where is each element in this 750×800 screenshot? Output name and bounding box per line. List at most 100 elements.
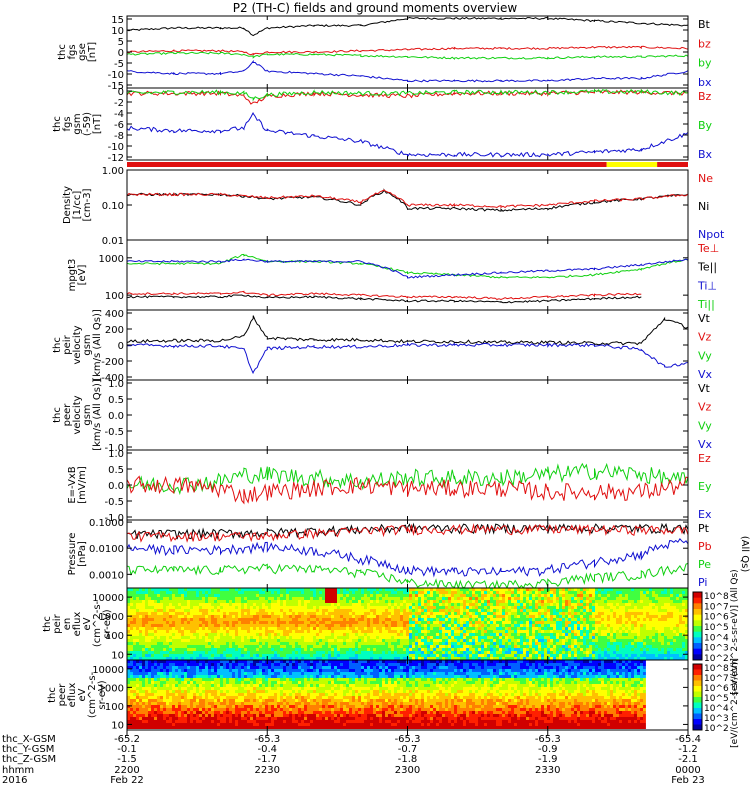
- ytick-peir-eflux: 100: [105, 631, 124, 642]
- legend-pressure: Pt: [698, 522, 710, 535]
- legend-peer-velocity: Vt: [698, 382, 711, 395]
- frame-temperature: [126, 239, 689, 311]
- legend-peer-velocity: Vx: [698, 438, 713, 451]
- ylabel-peir-eflux: eflux: [72, 612, 83, 637]
- ytick-density: 0.01: [102, 236, 124, 247]
- ylabel-density: [cm-3]: [82, 188, 93, 221]
- ytick-peer-velocity: -0.5: [104, 427, 124, 438]
- series-fgs-gse-Bt: [126, 16, 689, 37]
- ytick-efield: 0.5: [108, 465, 124, 476]
- ytick-peir-velocity: -400: [101, 373, 124, 384]
- legend-peer-velocity: Vy: [698, 419, 712, 432]
- side-label-pressure: (All Qs): [739, 536, 750, 573]
- legend-pressure: Pi: [698, 576, 707, 589]
- legend-fgs-gse: Bt: [698, 18, 711, 31]
- colorbar-tick: 10^2: [704, 654, 729, 664]
- colorbar-tick: 10^8: [704, 592, 729, 602]
- z-value: -1.7: [257, 754, 277, 765]
- ytick-peer-eflux: 10000: [92, 665, 124, 676]
- ytick-peer-eflux: 10: [111, 720, 124, 731]
- ytick-pressure: 0.0010: [89, 570, 124, 581]
- series-peir-velocity-Vx: [126, 342, 689, 374]
- legend-fgs-gsm: Bx: [698, 148, 713, 161]
- series-temperature-Te⊥: [126, 290, 642, 301]
- x-row-label: thc_Y-GSM: [2, 744, 54, 755]
- panel-pressure: Pressure [nPa] (All Qs): [67, 519, 750, 590]
- x-value: -65.2: [114, 734, 140, 745]
- ytick-peer-velocity: 0.0: [108, 411, 124, 422]
- z-value: -1.9: [538, 754, 558, 765]
- ylabel-peer-velocity: thc: [52, 407, 63, 423]
- ylabel-peer-velocity: peer: [62, 403, 73, 427]
- mode-bar-yellow: [606, 162, 658, 167]
- legend-fgs-gsm: Bz: [698, 90, 712, 103]
- ylabel-peer-eflux: thc: [47, 687, 58, 703]
- panel-fgs-gse: thc fgs gse [nT]: [57, 15, 689, 89]
- y-value: -0.7: [398, 744, 418, 755]
- ylabel-peir-eflux: eV: [82, 617, 93, 630]
- date-value: Feb 22: [110, 775, 144, 786]
- ytick-temperature: 100: [105, 291, 124, 302]
- ylabel-fgs-gsm: gsm: [72, 113, 83, 134]
- ytick-fgs-gsm: 0: [118, 87, 124, 98]
- time-value: 2200: [114, 765, 139, 776]
- ytick-peir-velocity: 200: [105, 325, 124, 336]
- series-density-Ni: [126, 188, 689, 212]
- y-value: -0.9: [538, 744, 558, 755]
- ylabel-fgs-gsm: [nT]: [92, 114, 103, 134]
- series-temperature-Te||: [127, 294, 642, 304]
- series-fgs-gsm-By: [126, 88, 689, 102]
- ytick-fgs-gse: 10: [111, 26, 124, 37]
- ytick-peir-velocity: 400: [105, 309, 124, 320]
- date-value: Feb 23: [671, 775, 705, 786]
- time-value: 2230: [255, 765, 280, 776]
- ylabel-peir-eflux: peir: [52, 613, 63, 633]
- legend-temperature: Ti⊥: [697, 279, 717, 292]
- series-fgs-gse-by: [126, 51, 689, 60]
- ylabel-peer-eflux: peer: [57, 683, 68, 707]
- ylabel-peer-velocity: [km/s (All Qs)]: [92, 379, 103, 451]
- series-temperature-Ti||: [126, 253, 689, 279]
- ytick-peer-velocity: -1.0: [104, 443, 124, 454]
- colorbar-tick: 10^6: [704, 613, 729, 623]
- series-fgs-gse-bx: [126, 59, 689, 83]
- ytick-fgs-gse: 5: [118, 37, 124, 48]
- ytick-pressure: 0.0100: [89, 544, 124, 555]
- legend-temperature: Te||: [697, 261, 717, 274]
- legend-pressure: Pe: [698, 558, 711, 571]
- ytick-density: 1.00: [102, 166, 124, 177]
- colorbar-tick: 10^3: [704, 714, 729, 724]
- panel-peir-velocity: thc peir velocity gsm [km/s (All Qs)]: [52, 309, 689, 381]
- ylabel-density: [1/cc]: [72, 191, 83, 220]
- legend-fgs-gsm: By: [698, 119, 713, 132]
- legend-efield: Ex: [698, 508, 712, 521]
- legend-density: Ne: [698, 172, 713, 185]
- series-fgs-gsm-Bx: [126, 112, 689, 159]
- chart-title: P2 (TH-C) fields and ground moments over…: [233, 1, 518, 15]
- ytick-peer-velocity: 0.5: [108, 395, 124, 406]
- colorbar-tick: 10^7: [704, 674, 729, 684]
- ylabel-peir-eflux: thc: [42, 616, 53, 632]
- legend-efield: Ey: [698, 480, 712, 493]
- x-value: -65.4: [675, 734, 701, 745]
- ylabel-peer-velocity: velocity: [72, 395, 83, 434]
- panel-efield: E=-VxB [mV/m]: [67, 449, 689, 521]
- ylabel-efield: E=-VxB: [67, 466, 78, 503]
- frame-peer-velocity: [126, 379, 689, 451]
- ylabel-peer-eflux: sr-eV): [97, 680, 108, 709]
- ylabel-fgs-gse: thc: [57, 44, 68, 60]
- x-value: -65.3: [254, 734, 280, 745]
- legend-peir-velocity: Vy: [698, 349, 712, 362]
- ylabel-fgs-gsm: (-59): [82, 112, 93, 136]
- colorbar-tick: 10^7: [704, 602, 729, 612]
- series-density-Ne: [126, 189, 689, 209]
- ytick-peer-eflux: 1000: [99, 683, 124, 694]
- ylabel-fgs-gse: gse: [77, 43, 88, 61]
- series-temperature-Ti⊥: [126, 258, 689, 279]
- ytick-fgs-gsm: -4: [114, 109, 124, 120]
- mode-bar-red-end: [657, 162, 688, 167]
- x-value: -65.3: [535, 734, 561, 745]
- y-value: -0.4: [257, 744, 277, 755]
- colorbar-tick: 10^5: [704, 694, 729, 704]
- colorbar-0: [eV/(cm^2-s-sr-eV)] (All Qs): [692, 569, 740, 695]
